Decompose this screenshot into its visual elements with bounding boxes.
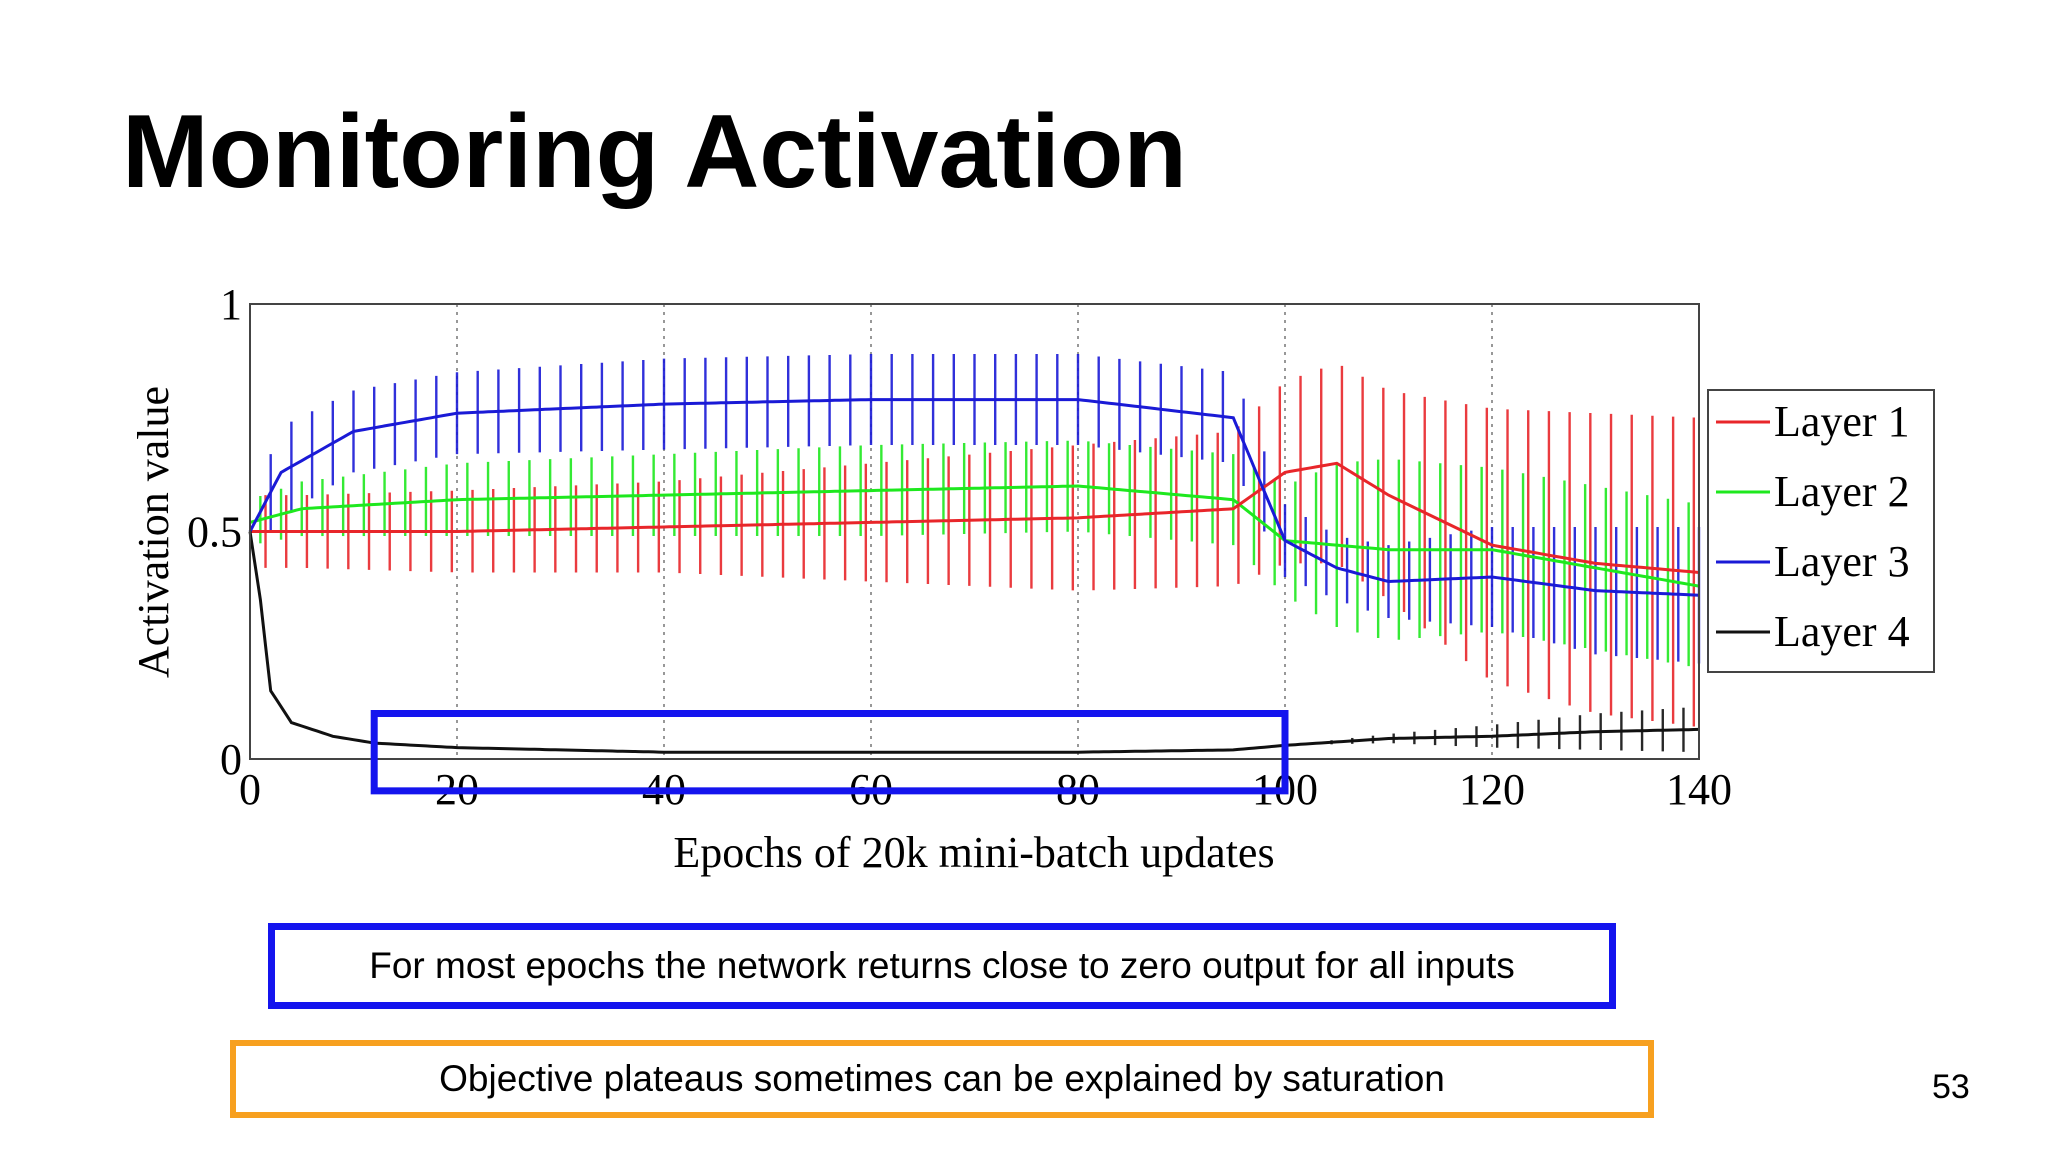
legend-label: Layer 1 — [1774, 397, 1910, 446]
series-line-layer-2 — [249, 484, 1700, 588]
x-axis-label: Epochs of 20k mini-batch updates — [673, 828, 1274, 877]
series-line-layer-1 — [250, 461, 1700, 574]
y-axis-label: Activation value — [129, 386, 178, 678]
legend-label: Layer 3 — [1774, 537, 1910, 586]
y-tick-label: 1 — [220, 280, 242, 329]
series-line-layer-3 — [248, 398, 1700, 597]
x-tick-label: 120 — [1459, 765, 1525, 814]
legend-label: Layer 2 — [1774, 467, 1910, 516]
y-tick-label: 0 — [220, 735, 242, 784]
series-lines — [248, 398, 1700, 754]
y-tick-label: 0.5 — [187, 508, 242, 557]
series-line-layer-4 — [248, 531, 1700, 754]
x-tick-label: 140 — [1666, 765, 1732, 814]
saturation-highlight-box — [370, 710, 1289, 795]
callout-saturation: Objective plateaus sometimes can be expl… — [230, 1040, 1654, 1118]
legend: Layer 1 Layer 2 Layer 3 Layer 4 — [1707, 389, 1935, 673]
plot-frame — [249, 303, 1700, 760]
slide-title: Monitoring Activation — [122, 94, 1187, 210]
callout-near-zero-output: For most epochs the network returns clos… — [268, 923, 1616, 1009]
legend-label: Layer 4 — [1774, 607, 1910, 656]
x-tick-label: 0 — [239, 765, 261, 814]
legend-box — [1707, 389, 1935, 673]
page-number: 53 — [1932, 1068, 1970, 1106]
